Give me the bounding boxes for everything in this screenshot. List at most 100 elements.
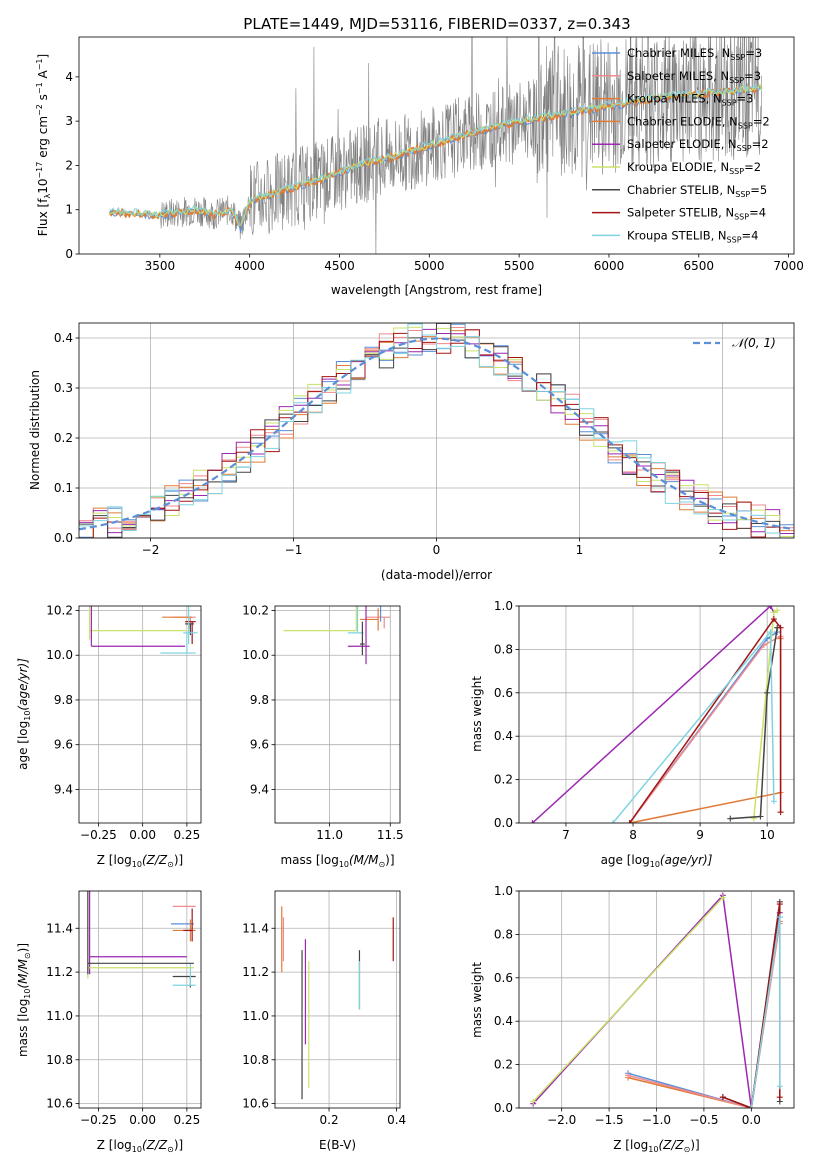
axes: −2.0 −1.5 −1.0 −0.5 0.0 0.0 0.2 0.4 0.6 0.8 1.0 Z […	[470, 884, 795, 1154]
y-tick-label: 10.8	[242, 1053, 269, 1067]
legend-entry: Chabrier STELIB, NSSP=5	[627, 183, 767, 199]
y-tick-label: 9.4	[250, 782, 269, 796]
series-marker	[777, 809, 784, 816]
x-tick-label: 9	[696, 828, 704, 842]
axes: 3500 4000 4500 5000 5500 6000 6500 7000 0 1 2 3 4 wav…	[35, 36, 804, 297]
x-axis-label: mass [log10(M/M⊙)]	[280, 853, 394, 869]
x-tick-label: −0.25	[80, 1113, 117, 1127]
y-tick-label: 10.2	[46, 603, 73, 617]
errorbar	[89, 606, 187, 640]
observed-spectrum	[109, 37, 762, 254]
y-tick-label: 9.6	[54, 738, 73, 752]
y-tick-label: 0.4	[494, 729, 513, 743]
model-spectrum	[109, 82, 763, 227]
x-tick-label: 0	[433, 543, 441, 557]
x-tick-label: 5500	[504, 259, 535, 273]
axes-frame	[274, 890, 401, 1109]
grid-lines	[519, 605, 794, 824]
grid-lines	[519, 890, 794, 1109]
series-marker	[760, 642, 767, 649]
x-tick-label: −2.0	[547, 1113, 576, 1127]
series-marker	[776, 914, 783, 921]
grid-lines	[79, 891, 201, 1108]
y-tick-label: 0.3	[54, 381, 73, 395]
series-marker	[609, 820, 616, 823]
y-axis-label: mass weight	[470, 676, 484, 752]
x-tick-label: 7	[562, 828, 570, 842]
x-tick-label: 11.5	[377, 828, 404, 842]
y-tick-label: 11.2	[46, 965, 73, 979]
series-marker	[626, 820, 633, 823]
y-axis-label: mass [log10(M/M⊙)]	[16, 943, 32, 1057]
mass-vs-ebv-panel: 0.2 0.4 10.6 10.8 11.0 11.2 11.4 E(B-V)	[242, 890, 406, 1152]
x-tick-label: −1	[285, 543, 303, 557]
histogram-series	[79, 323, 794, 538]
grid-lines	[79, 323, 794, 539]
series-marker	[770, 798, 777, 805]
x-tick-label: 10	[760, 828, 775, 842]
legend-entry: Salpeter ELODIE, NSSP=2	[627, 137, 769, 153]
axes-frame	[78, 890, 202, 1109]
series-marker	[767, 629, 774, 636]
grid-lines	[275, 891, 400, 1108]
legend-entry: Chabrier ELODIE, NSSP=2	[627, 114, 770, 130]
x-tick-label: 8	[629, 828, 637, 842]
plot-area	[87, 891, 196, 988]
axes-frame	[518, 890, 795, 1109]
axes: −0.25 0.00 0.25 10.6 10.8 11.0 11.2 11.4 Z [log1…	[16, 890, 202, 1154]
series-marker	[777, 624, 784, 631]
y-tick-label: 0.1	[54, 481, 73, 495]
x-tick-label: 0.00	[129, 828, 156, 842]
series-line	[629, 617, 782, 823]
x-axis-label: wavelength [Angstrom, rest frame]	[331, 283, 542, 297]
x-tick-label: 0.2	[320, 1113, 339, 1127]
x-tick-label: 0.25	[173, 1113, 200, 1127]
series-line	[750, 916, 781, 1108]
errorbar	[359, 621, 365, 656]
x-tick-label: 0.25	[173, 828, 200, 842]
legend-entry: Chabrier MILES, NSSP=3	[627, 46, 762, 62]
y-tick-label: 10.6	[242, 1097, 269, 1111]
y-tick-label: 1	[65, 203, 73, 217]
series-marker	[727, 815, 734, 822]
errorbar	[162, 616, 193, 629]
y-tick-label: 11.0	[242, 1009, 269, 1023]
y-axis-label: age [log10(age/yr)]	[16, 658, 32, 770]
x-axis-label: E(B-V)	[319, 1138, 356, 1152]
y-tick-label: 0.2	[494, 1058, 513, 1072]
axes: −2 −1 0 1 2 0.0 0.1 0.2 0.3 0.4 𝒩(0, 1) (data-model…	[28, 322, 795, 582]
y-tick-label: 11.0	[46, 1009, 73, 1023]
series-marker	[770, 609, 777, 616]
y-tick-label: 10.8	[46, 1053, 73, 1067]
legend-entry: Salpeter MILES, NSSP=3	[627, 69, 761, 85]
series-marker	[776, 1094, 783, 1101]
legend: Chabrier MILES, NSSP=3 Salpeter MILES, NS…	[592, 46, 770, 244]
axes-frame	[78, 605, 202, 824]
axes: −0.25 0.00 0.25 9.4 9.6 9.8 10.0 10.2 Z [log10(Z…	[16, 603, 202, 869]
x-tick-label: −1.5	[595, 1113, 624, 1127]
y-axis-label: mass weight	[470, 962, 484, 1038]
y-tick-label: 0.0	[494, 1101, 513, 1115]
y-tick-label: 0.6	[494, 686, 513, 700]
series-marker	[767, 606, 774, 609]
age-vs-metallicity-panel: −0.25 0.00 0.25 9.4 9.6 9.8 10.0 10.2 Z [log10(Z…	[16, 603, 202, 869]
series-marker	[764, 689, 771, 696]
y-tick-label: 0.6	[494, 971, 513, 985]
y-tick-label: 4	[65, 70, 73, 84]
gaussian-curve	[79, 337, 794, 531]
legend-entry: Kroupa STELIB, NSSP=4	[627, 228, 758, 244]
grid-lines	[275, 606, 400, 823]
age-vs-mass-panel: 11.0 11.5 9.4 9.6 9.8 10.0 10.2 mass [log10(M/M…	[242, 603, 404, 869]
plot-area	[530, 892, 783, 1108]
y-tick-label: 0.8	[494, 927, 513, 941]
x-tick-label: −0.5	[689, 1113, 718, 1127]
legend-entry: Salpeter STELIB, NSSP=4	[627, 206, 766, 222]
series-line	[629, 635, 781, 823]
series-marker	[770, 616, 777, 623]
x-tick-label: 7000	[773, 259, 804, 273]
series-marker	[530, 1098, 537, 1105]
errorbar	[359, 608, 379, 631]
plot-area	[108, 37, 763, 254]
x-tick-label: 11.0	[316, 828, 343, 842]
